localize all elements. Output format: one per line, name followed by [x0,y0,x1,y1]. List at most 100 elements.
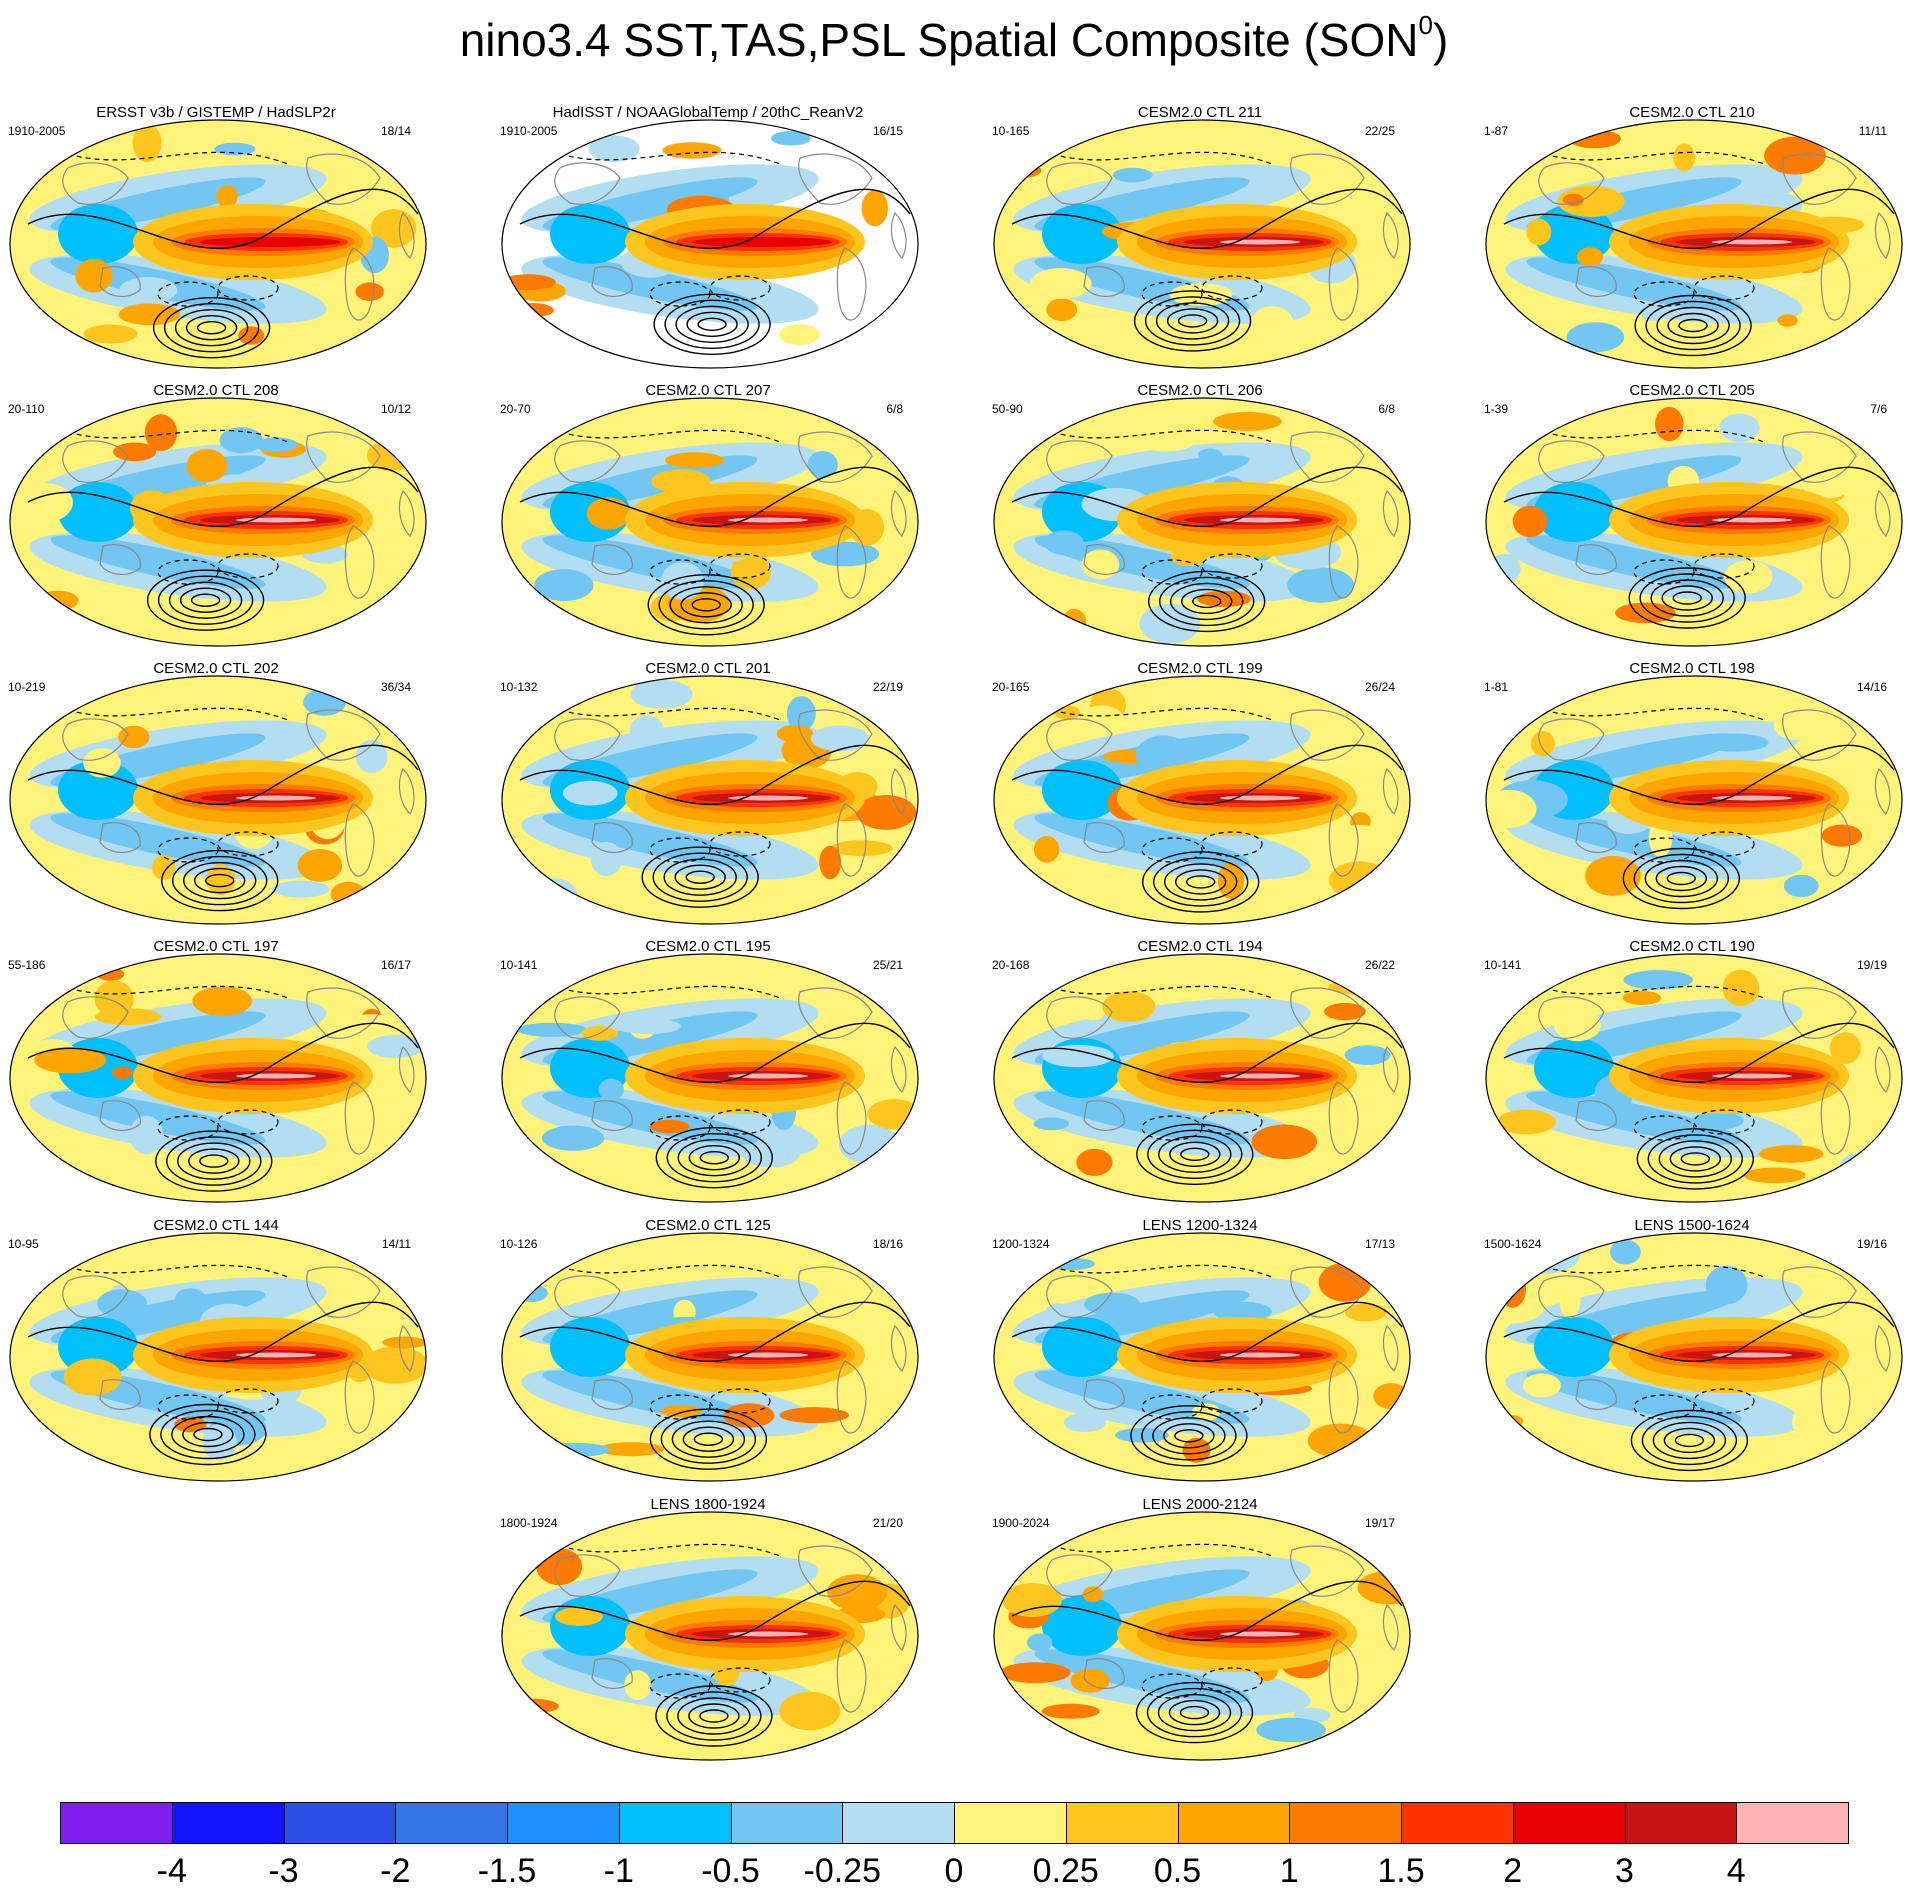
panel-years: 10-219 [8,680,46,694]
map-panel: CESM2.0 CTL 194 20-168 26/22 [984,938,1416,1208]
coastline [591,822,633,853]
psl-contour-negative [157,281,219,307]
coastline [1575,266,1617,297]
anomaly-patch [524,1722,574,1752]
psl-zero-contour [27,1301,419,1362]
anomaly-patch [1563,193,1584,207]
map-border [993,953,1411,1203]
psl-zero-contour [1011,744,1403,805]
panel-years: 20-168 [992,958,1030,972]
anomaly-patch [367,1034,424,1059]
map-panel: CESM2.0 CTL 190 10-141 19/19 [1476,938,1908,1208]
coastline [1083,266,1125,297]
anomaly-patch [1554,1009,1601,1042]
psl-contour-negative [1693,831,1755,857]
coastline [890,767,907,815]
warm-pool-cooling [550,204,630,264]
psl-contour-negative [67,1264,289,1278]
psl-contour-positive [669,586,743,624]
global-map [993,1232,1411,1482]
coastline [344,1081,375,1155]
map-panel: CESM2.0 CTL 211 10-165 22/25 [984,104,1416,374]
psl-zero-contour [1011,1301,1403,1362]
warm-pool-cooling [550,1317,630,1377]
panel-years: 1500-1624 [1484,1237,1542,1251]
cool-core-south [1034,813,1250,867]
psl-contour-positive [1628,567,1746,629]
colorbar-tick-label: 3 [1615,1852,1634,1890]
coastline [836,1360,867,1434]
panel-event-count: 18/16 [872,1237,903,1251]
anomaly-patch [216,185,238,208]
anomaly-patch [1198,448,1223,461]
psl-contour-negative [1201,831,1263,857]
panel-title: ERSST v3b / GISTEMP / HadSLP2r [96,104,336,121]
psl-contour-positive [160,1409,256,1460]
anomaly-patch [175,1288,206,1309]
anomaly-patch [1577,247,1604,267]
psl-contour-negative [217,275,279,301]
psl-contour-negative [1051,1264,1273,1278]
panel-title: CESM2.0 CTL 144 [153,1217,279,1234]
anomaly-patch [1777,314,1798,327]
anomaly-patch [139,1440,192,1473]
psl-contour-positive [1152,857,1249,907]
anomaly-patch [1516,888,1581,919]
psl-contour-negative [157,1394,219,1420]
anomaly-patch [1084,1292,1141,1316]
coastline [554,1275,621,1318]
panel-event-count: 16/17 [380,958,411,972]
psl-contour-positive [655,1685,773,1747]
panel-event-count: 16/15 [872,124,903,138]
psl-contour-positive [1141,1411,1237,1461]
psl-contour-negative [1543,429,1765,443]
psl-zero-contour [1011,188,1403,249]
coastline [890,1045,907,1093]
psl-contour-negative [1543,985,1765,999]
anomaly-patch [19,483,73,522]
psl-contour-negative [217,553,279,579]
anomaly-patch [1512,505,1548,538]
coastline [554,996,621,1039]
cool-core-south [542,1091,758,1145]
map-panel: CESM2.0 CTL 144 10-95 14/11 [0,1217,432,1487]
psl-contour-positive [699,1150,730,1165]
psl-contour-negative [1051,429,1273,443]
anomaly-patch [1112,167,1153,183]
coastline [1874,211,1891,259]
panel-years: 1-81 [1484,680,1509,694]
psl-zero-contour [1503,1301,1895,1362]
anomaly-patch [586,497,631,530]
anomaly-patch [202,1424,237,1461]
coastline [1382,1045,1399,1093]
anomaly-patch [660,1405,702,1418]
psl-contour-positive [1630,1409,1749,1472]
panel-title: HadISST / NOAAGlobalTemp / 20thC_ReanV2 [552,104,864,121]
global-map [993,953,1411,1203]
warm-pool-cooling [58,204,138,264]
warm-pool-cooling [1042,204,1122,264]
panel-title: CESM2.0 CTL 201 [645,660,771,677]
anomaly-patch [555,1607,603,1626]
coastline [1382,211,1399,259]
anomaly-patch [530,878,578,915]
psl-contour-negative [1141,559,1203,585]
anomaly-patch [1044,530,1084,555]
coastline [1538,162,1605,205]
cool-core-south [1034,1091,1250,1145]
coastline [1874,1045,1891,1093]
panel-title: CESM2.0 CTL 197 [153,938,279,955]
coastline [1328,247,1359,321]
anomaly-patch [1344,1303,1387,1322]
coastline [344,525,375,599]
coastline [1575,822,1617,853]
psl-zero-contour [1011,1022,1403,1083]
colorbar-swatch [618,1802,732,1844]
coastline [554,1554,621,1597]
psl-contour-positive [204,873,235,888]
coastline [890,1324,907,1372]
anomaly-patch [1496,1109,1556,1135]
coastline [554,718,621,761]
anomaly-patch [1526,218,1552,246]
